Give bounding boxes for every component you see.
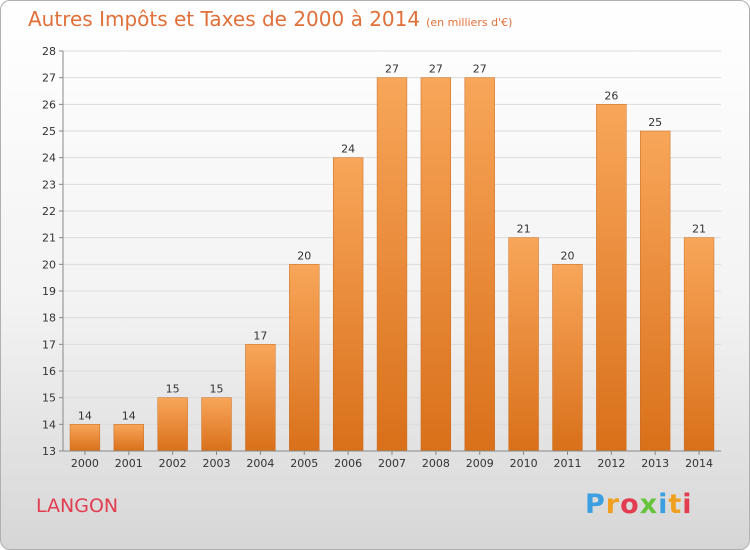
data-label: 25 bbox=[648, 116, 662, 129]
y-tick-label: 22 bbox=[42, 205, 56, 218]
logo-letter: P bbox=[585, 489, 606, 520]
x-tick-label: 2002 bbox=[159, 457, 187, 470]
y-tick-label: 14 bbox=[42, 418, 56, 431]
x-tick-label: 2011 bbox=[553, 457, 581, 470]
y-axis-ticks: 13 14 15 16 17 18 19 20 21 22 23 24 25 26 27 28 bbox=[42, 45, 63, 458]
logo-letter: o bbox=[620, 489, 640, 520]
y-tick-label: 24 bbox=[42, 152, 56, 165]
y-tick-label: 26 bbox=[42, 98, 56, 111]
bar bbox=[640, 130, 671, 452]
x-axis-ticks: 2000 2001 2002 2003 2004 2005 2006 2007 2008 2009… bbox=[71, 451, 713, 470]
x-tick-label: 2008 bbox=[422, 457, 450, 470]
logo-letter: i bbox=[658, 489, 669, 520]
bar bbox=[376, 77, 408, 452]
y-tick-label: 15 bbox=[42, 392, 56, 405]
chart-title: Autres Impôts et Taxes de 2000 à 2014 (en… bbox=[28, 7, 512, 31]
y-tick-label: 13 bbox=[42, 445, 56, 458]
x-tick-label: 2001 bbox=[115, 457, 143, 470]
data-label: 15 bbox=[210, 383, 224, 396]
data-label: 20 bbox=[297, 249, 311, 262]
y-tick-label: 19 bbox=[42, 285, 56, 298]
bar bbox=[332, 157, 364, 452]
data-label: 27 bbox=[473, 63, 487, 76]
y-tick-label: 17 bbox=[42, 338, 56, 351]
bar bbox=[69, 424, 101, 452]
data-label: 24 bbox=[341, 143, 355, 156]
chart-title-text: Autres Impôts et Taxes de 2000 à 2014 bbox=[28, 7, 421, 31]
city-name: LANGON bbox=[36, 495, 119, 517]
bar bbox=[464, 77, 495, 452]
bars bbox=[69, 77, 715, 452]
data-labels: 14 14 15 15 17 20 24 27 27 27 21 20 26 25 21 bbox=[78, 63, 706, 423]
y-tick-label: 27 bbox=[42, 72, 56, 85]
data-label: 27 bbox=[429, 63, 443, 76]
bar bbox=[683, 237, 715, 452]
y-tick-label: 28 bbox=[42, 45, 56, 58]
x-tick-label: 2009 bbox=[466, 457, 494, 470]
x-tick-label: 2013 bbox=[641, 457, 669, 470]
x-tick-label: 2003 bbox=[203, 457, 231, 470]
chart-subtitle: (en milliers d'€) bbox=[426, 16, 513, 29]
x-tick-label: 2012 bbox=[597, 457, 625, 470]
bar bbox=[289, 264, 320, 452]
bar bbox=[596, 104, 627, 452]
x-tick-label: 2005 bbox=[290, 457, 318, 470]
logo-letter: t bbox=[668, 489, 683, 520]
logo-letter: i bbox=[682, 489, 693, 520]
y-tick-label: 18 bbox=[42, 312, 56, 325]
y-tick-label: 20 bbox=[42, 258, 56, 271]
bar bbox=[508, 237, 539, 452]
data-label: 15 bbox=[166, 383, 180, 396]
data-label: 17 bbox=[253, 329, 267, 342]
bar bbox=[113, 424, 144, 452]
bar bbox=[420, 77, 452, 452]
y-tick-label: 25 bbox=[42, 125, 56, 138]
logo-letter: r bbox=[605, 489, 621, 520]
y-tick-label: 16 bbox=[42, 365, 56, 378]
bar bbox=[245, 344, 276, 452]
x-tick-label: 2010 bbox=[510, 457, 538, 470]
x-tick-label: 2006 bbox=[334, 457, 362, 470]
logo-letter: x bbox=[639, 489, 659, 520]
data-label: 27 bbox=[385, 63, 399, 76]
y-tick-label: 23 bbox=[42, 178, 56, 191]
data-label: 21 bbox=[517, 223, 531, 236]
x-tick-label: 2007 bbox=[378, 457, 406, 470]
data-label: 14 bbox=[78, 409, 92, 422]
x-tick-label: 2000 bbox=[71, 457, 99, 470]
y-tick-label: 21 bbox=[42, 232, 56, 245]
bar bbox=[201, 397, 232, 452]
bar bbox=[157, 397, 188, 452]
data-label: 20 bbox=[560, 249, 574, 262]
data-label: 21 bbox=[692, 223, 706, 236]
data-label: 26 bbox=[604, 89, 618, 102]
x-tick-label: 2004 bbox=[246, 457, 274, 470]
bar bbox=[552, 264, 583, 452]
x-tick-label: 2014 bbox=[685, 457, 713, 470]
proxiti-logo: Proxiti bbox=[585, 489, 693, 520]
data-label: 14 bbox=[122, 409, 136, 422]
